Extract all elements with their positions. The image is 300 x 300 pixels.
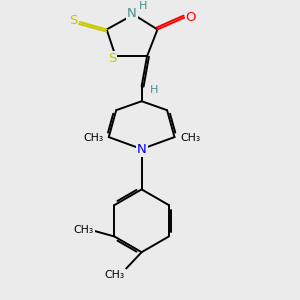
Text: CH₃: CH₃ bbox=[83, 133, 103, 143]
Text: S: S bbox=[69, 14, 77, 27]
Text: CH₃: CH₃ bbox=[105, 270, 125, 280]
Text: N: N bbox=[137, 143, 146, 156]
Text: S: S bbox=[108, 52, 116, 65]
Text: N: N bbox=[127, 8, 137, 20]
Text: H: H bbox=[150, 85, 158, 95]
Text: CH₃: CH₃ bbox=[74, 225, 94, 235]
Text: O: O bbox=[186, 11, 196, 24]
Text: CH₃: CH₃ bbox=[180, 133, 200, 143]
Text: H: H bbox=[139, 1, 147, 11]
